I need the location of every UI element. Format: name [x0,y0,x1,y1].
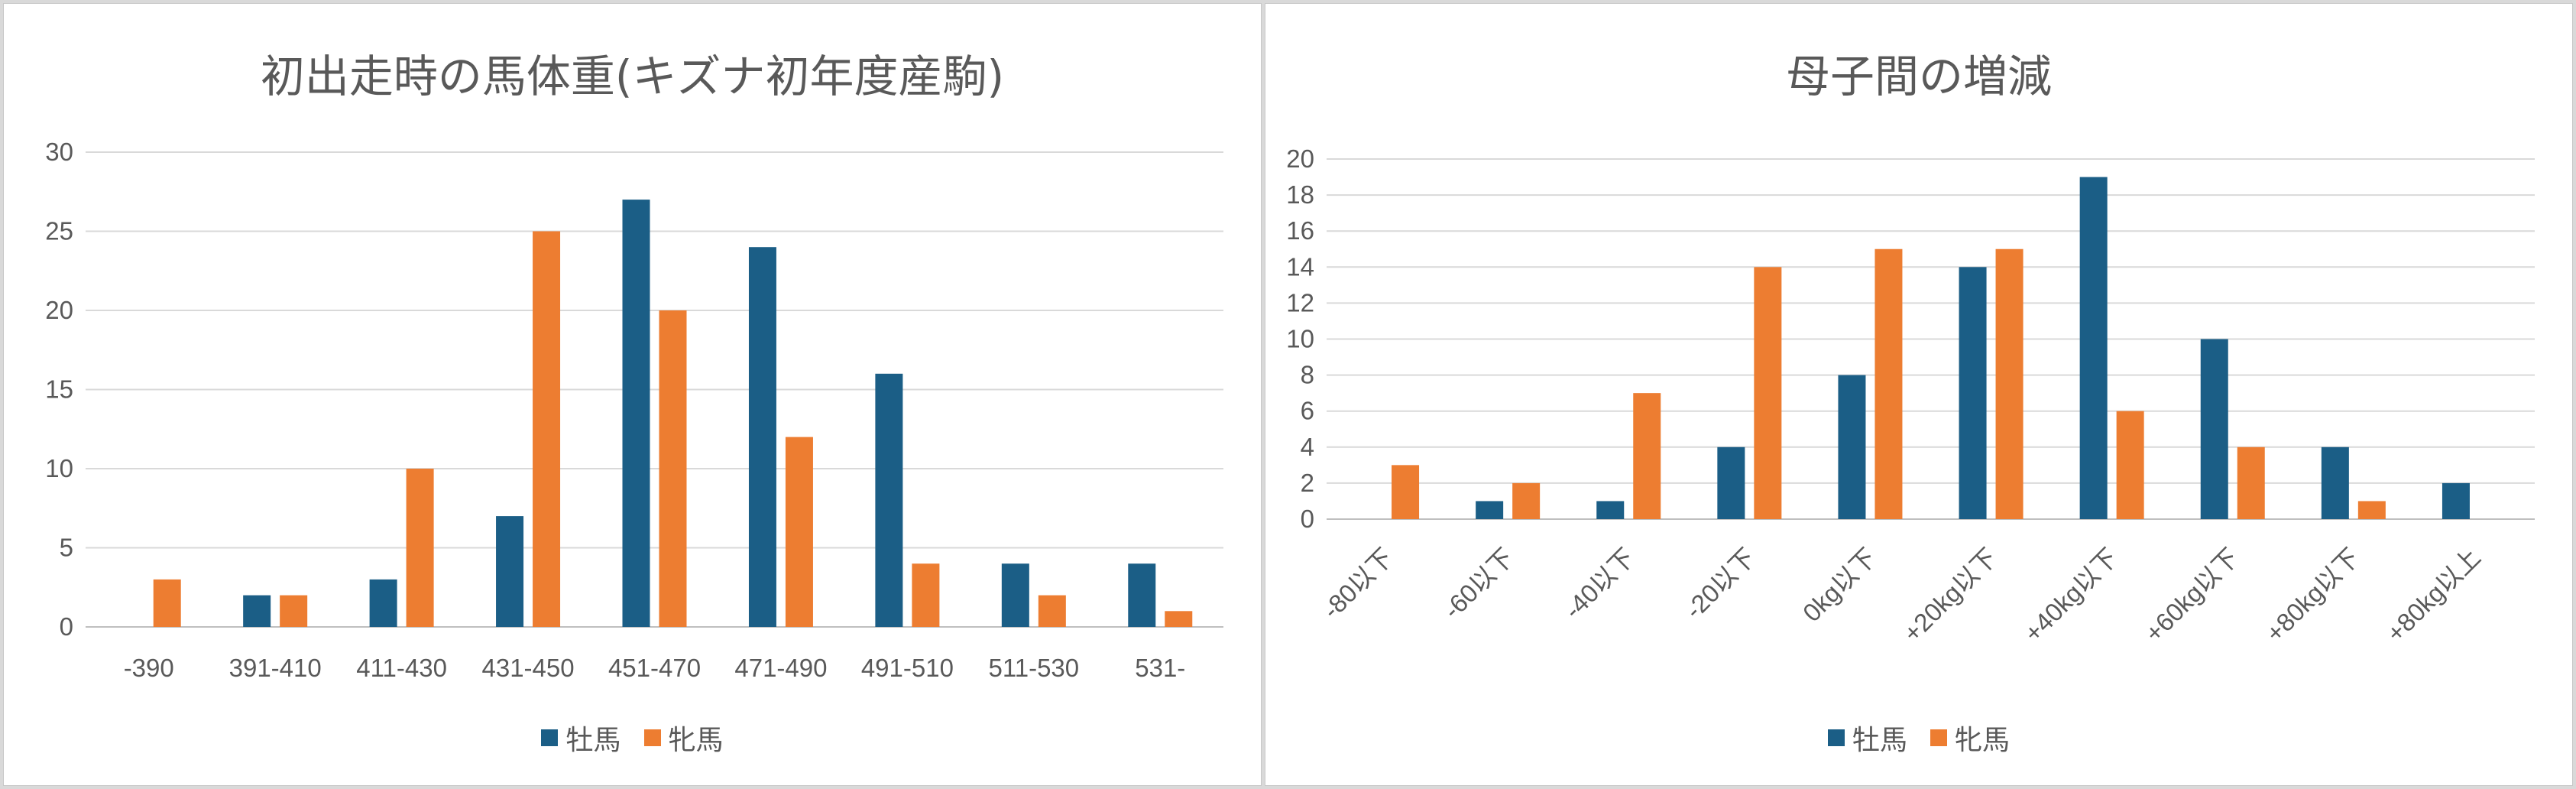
x-tick-label: -60以下 [1438,543,1520,625]
legend-item-series2: 牝馬 [643,718,724,758]
bar-series1 [369,579,397,627]
bar-series2 [1995,248,2024,519]
x-tick-label: -80以下 [1317,543,1398,625]
bar-series1 [622,200,650,628]
legend-swatch-series1 [541,729,559,746]
bar-series2 [2116,411,2144,519]
x-tick-label: 511-530 [988,654,1079,682]
bar-series1 [1596,501,1625,519]
legend-label-series2: 牝馬 [1955,725,2011,756]
bar-series1 [1838,375,1866,519]
x-tick-label: +40kg以下 [2019,543,2124,648]
bar-series2 [1512,482,1541,519]
bar-series1 [243,595,271,627]
bar-series2 [280,595,308,627]
bar-series2 [785,437,813,627]
legend-item-series1: 牡馬 [541,718,621,758]
chart-right-panel: 母子間の増減 0 2 4 6 8 10 12 14 16 18 20 -80以下 -60以下 -40以下 -… [1265,3,2573,786]
bar-series2 [1165,611,1193,627]
y-tick-label: 4 [1301,433,1314,461]
bar-series1 [1001,563,1029,627]
chart-left-plot: 0 5 10 15 20 25 30 -390 391-410 411-430 431-450 451… [45,138,1223,682]
x-tick-label: 531- [1135,654,1185,682]
chart-right-plot: 0 2 4 6 8 10 12 14 16 18 20 -80以下 -60以下 -40以下 -20以下 0kg… [1286,144,2535,648]
bar-series1 [1717,446,1745,519]
x-tick-label: -390 [124,654,174,682]
x-tick-label: 491-510 [861,654,954,682]
legend-label-series1: 牡馬 [565,725,621,756]
y-tick-label: 18 [1286,180,1314,209]
bar-series2 [406,469,434,627]
y-tick-label: 2 [1301,469,1314,497]
x-tick-label: +20kg以下 [1897,543,2002,648]
x-tick-label: 471-490 [734,654,827,682]
legend-label-series2: 牝馬 [668,725,724,756]
y-tick-label: 12 [1286,288,1314,317]
y-tick-label: 14 [1286,252,1314,281]
x-tick-label: +80kg以下 [2260,543,2365,648]
x-tick-label: -40以下 [1559,543,1641,625]
chart-right-legend: 牡馬 牝馬 [1265,718,2572,758]
y-tick-label: 0 [1301,505,1314,533]
legend-swatch-series2 [643,729,661,746]
chart-right-title: 母子間の増減 [1785,50,2052,102]
y-tick-label: 6 [1301,397,1314,425]
bar-series2 [1038,595,1066,627]
x-tick-label: 451-470 [608,654,701,682]
bar-series1 [2321,446,2349,519]
bar-series1 [2200,339,2228,519]
legend-swatch-series2 [1930,729,1947,746]
y-tick-label: 10 [1286,325,1314,353]
x-tick-label: 0kg以下 [1797,543,1881,627]
bar-series1 [875,373,903,627]
bar-series1 [496,516,524,627]
y-tick-label: 30 [45,138,73,166]
bar-series2 [1633,393,1661,519]
bar-series2 [153,579,181,627]
bar-series2 [1392,465,1420,519]
y-tick-label: 10 [45,454,73,482]
y-tick-label: 25 [45,217,73,245]
legend-item-series2: 牝馬 [1930,718,2010,758]
bar-series1 [1128,563,1156,627]
bar-series2 [659,310,687,627]
legend-swatch-series1 [1827,729,1845,746]
bar-series2 [1754,267,1782,519]
legend-label-series1: 牡馬 [1852,725,1907,756]
x-tick-label: -20以下 [1680,543,1761,625]
chart-left-panel: 初出走時の馬体重(キズナ初年度産駒) 0 5 10 15 20 25 30 -390 391-4… [3,3,1262,786]
x-tick-label: 411-430 [356,654,447,682]
bar-series1 [2079,177,2108,520]
x-tick-label: +80kg以上 [2381,543,2486,648]
y-tick-label: 16 [1286,216,1314,245]
bar-series2 [1874,248,1903,519]
bar-series1 [1959,267,1987,519]
bar-series1 [748,247,776,627]
y-tick-label: 5 [60,534,73,562]
bar-series2 [2237,446,2265,519]
y-tick-label: 8 [1301,361,1314,389]
legend-item-series1: 牡馬 [1827,718,1907,758]
x-tick-label: 391-410 [229,654,322,682]
chart-left-title: 初出走時の馬体重(キズナ初年度産駒) [260,50,1005,102]
y-tick-label: 20 [1286,144,1314,173]
bar-series2 [912,563,940,627]
y-tick-label: 15 [45,375,73,404]
x-tick-label: +60kg以下 [2140,543,2244,648]
y-tick-label: 0 [60,612,73,641]
bar-series1 [2442,482,2470,519]
x-tick-label: 431-450 [482,654,575,682]
bar-series2 [533,231,561,627]
bar-series2 [2357,501,2386,519]
bar-series1 [1476,501,1504,519]
y-tick-label: 20 [45,296,73,324]
chart-left-legend: 牡馬 牝馬 [4,718,1261,758]
